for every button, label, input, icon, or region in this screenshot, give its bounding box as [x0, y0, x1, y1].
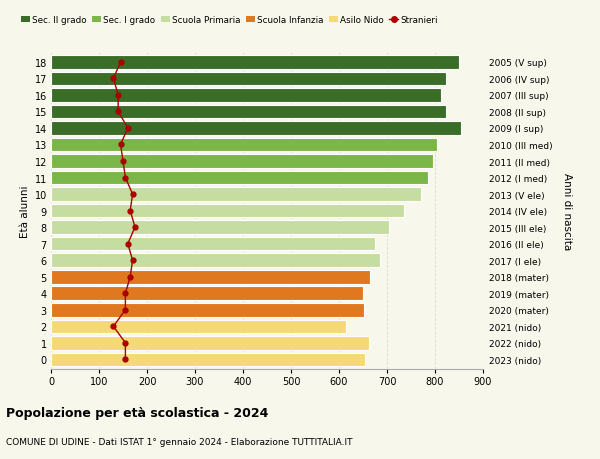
Y-axis label: Età alunni: Età alunni — [20, 185, 30, 237]
Y-axis label: Anni di nascita: Anni di nascita — [562, 173, 572, 250]
Bar — [51, 287, 363, 300]
Bar — [51, 155, 433, 168]
Text: Popolazione per età scolastica - 2024: Popolazione per età scolastica - 2024 — [6, 406, 268, 419]
Bar — [51, 204, 404, 218]
Bar — [51, 237, 375, 251]
Bar — [51, 73, 446, 86]
Bar — [51, 56, 460, 69]
Bar — [51, 139, 437, 152]
Bar — [51, 270, 370, 284]
Bar — [51, 122, 461, 135]
Bar — [51, 336, 369, 350]
Bar — [51, 89, 441, 102]
Legend: Sec. II grado, Sec. I grado, Scuola Primaria, Scuola Infanzia, Asilo Nido, Stran: Sec. II grado, Sec. I grado, Scuola Prim… — [21, 16, 439, 25]
Text: COMUNE DI UDINE - Dati ISTAT 1° gennaio 2024 - Elaborazione TUTTITALIA.IT: COMUNE DI UDINE - Dati ISTAT 1° gennaio … — [6, 437, 353, 446]
Bar — [51, 254, 380, 268]
Bar — [51, 353, 365, 366]
Bar — [51, 188, 421, 202]
Bar — [51, 320, 346, 333]
Bar — [51, 303, 364, 317]
Bar — [51, 171, 428, 185]
Bar — [51, 106, 446, 119]
Bar — [51, 221, 389, 235]
